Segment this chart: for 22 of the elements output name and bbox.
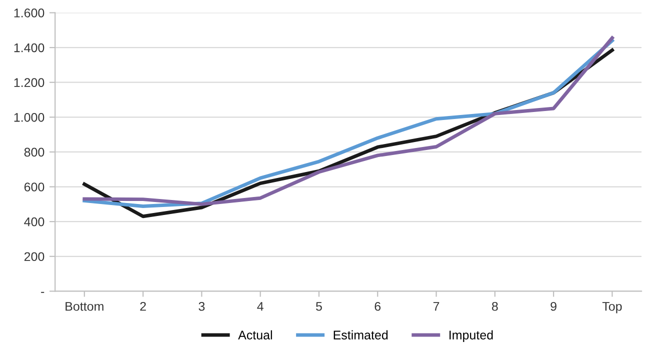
x-tick-label: 6 — [374, 302, 381, 311]
x-tick-label: Top — [602, 302, 622, 314]
y-tick-label: - — [41, 292, 44, 293]
y-tick-label: 600 — [24, 182, 44, 192]
x-tick-label: Bottom — [66, 302, 104, 311]
x-tick-label: 7 — [433, 302, 440, 311]
y-tick-label: 1.400 — [14, 43, 44, 52]
x-tick-label: 4 — [257, 302, 264, 311]
y-tick-label: 1.200 — [14, 78, 44, 88]
y-tick-label: 1.000 — [14, 112, 44, 122]
y-tick-label: 800 — [24, 148, 44, 157]
y-tick-label: 200 — [24, 252, 44, 262]
x-tick-label: 2 — [140, 302, 146, 311]
y-tick-label: 1.600 — [14, 8, 44, 18]
y-tick-label: 400 — [24, 217, 44, 226]
x-tick-label: 8 — [492, 302, 498, 311]
x-tick-label: 3 — [198, 302, 205, 311]
legend-label: Estimated — [334, 330, 388, 340]
x-tick-label: 9 — [550, 302, 556, 311]
legend-label: Actual — [238, 330, 272, 340]
x-tick-label: 5 — [316, 302, 322, 311]
legend-label: Imputed — [450, 330, 493, 342]
